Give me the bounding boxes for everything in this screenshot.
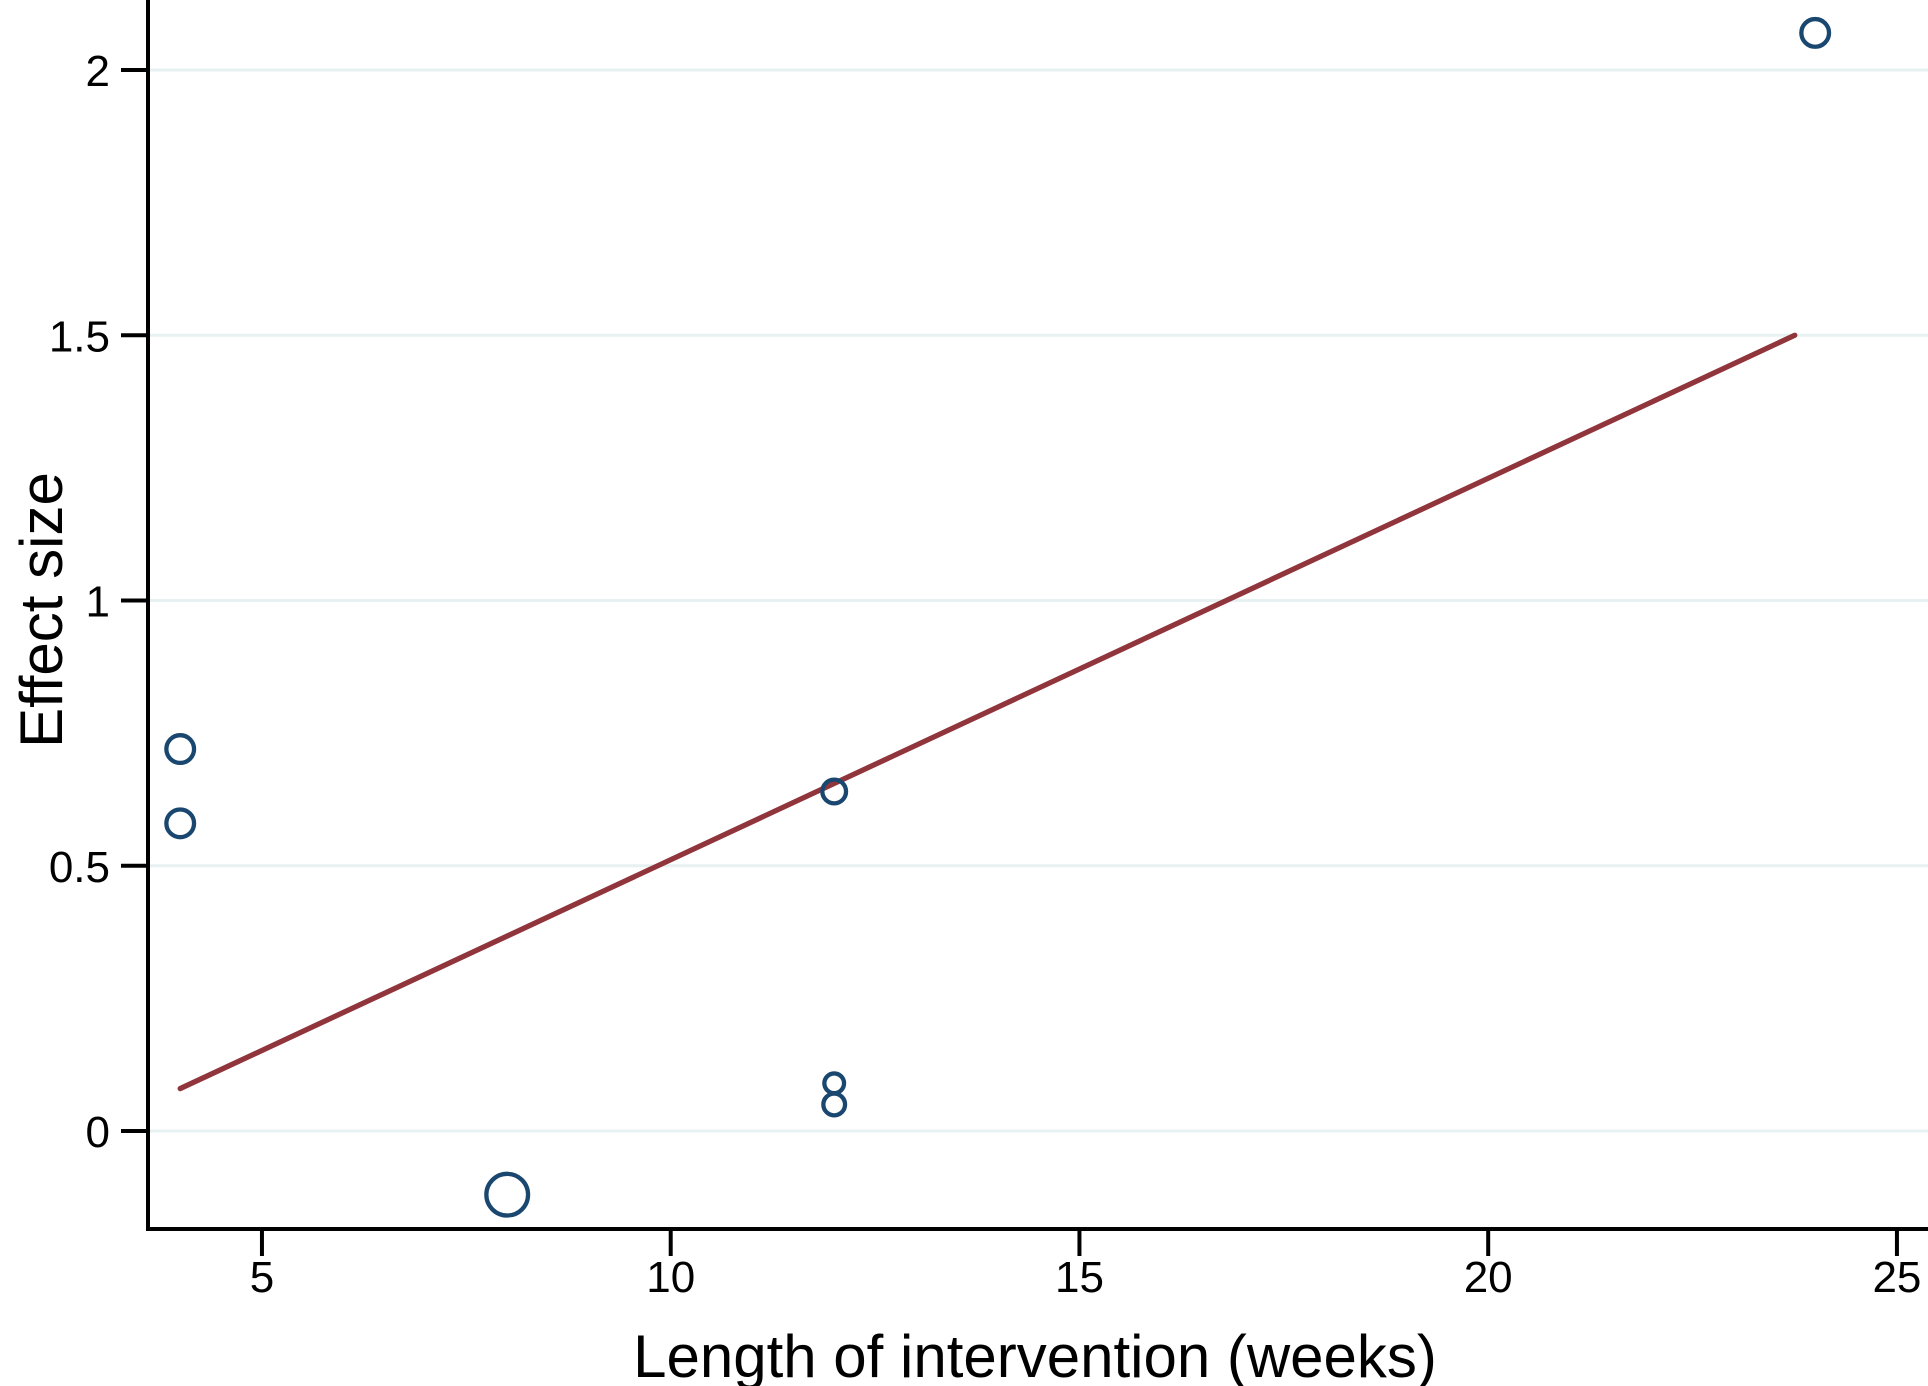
regression-line bbox=[177, 332, 1798, 1092]
y-tick-label: 0.5 bbox=[49, 843, 110, 892]
y-tick-label: 2 bbox=[86, 47, 110, 96]
data-point-bubble bbox=[1799, 16, 1832, 49]
data-point-bubble bbox=[164, 733, 197, 766]
x-tick-label: 25 bbox=[1872, 1253, 1921, 1302]
x-tick-label: 5 bbox=[250, 1253, 274, 1302]
data-point-bubble bbox=[164, 807, 197, 840]
y-tick-label: 1.5 bbox=[49, 312, 110, 361]
y-tick-label: 0 bbox=[86, 1108, 110, 1157]
data-point-bubble bbox=[821, 1091, 848, 1118]
y-tick-label: 1 bbox=[86, 578, 110, 627]
x-tick-label: 15 bbox=[1055, 1253, 1104, 1302]
x-tick-label: 10 bbox=[646, 1253, 695, 1302]
x-tick-label: 20 bbox=[1464, 1253, 1513, 1302]
data-point-bubble bbox=[484, 1171, 531, 1218]
x-axis-title: Length of intervention (weeks) bbox=[633, 1323, 1437, 1386]
data-point-bubble bbox=[822, 1071, 847, 1096]
data-point-bubble bbox=[820, 777, 849, 806]
y-axis-title: Effect size bbox=[8, 472, 75, 748]
